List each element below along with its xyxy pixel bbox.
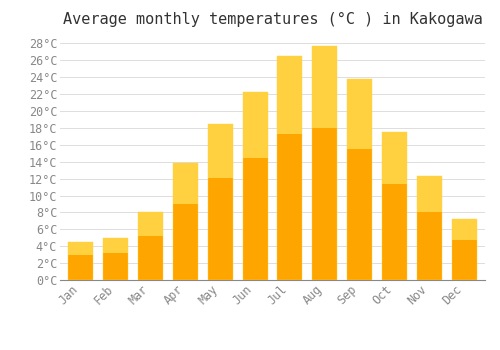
Bar xyxy=(103,238,128,280)
Bar xyxy=(103,238,128,253)
Bar xyxy=(382,132,407,184)
Bar xyxy=(138,212,163,236)
Bar xyxy=(312,46,338,128)
Bar xyxy=(242,92,268,158)
Bar xyxy=(416,176,442,212)
Title: Average monthly temperatures (°C ) in Kakogawa: Average monthly temperatures (°C ) in Ka… xyxy=(62,12,482,27)
Bar xyxy=(68,242,94,280)
Bar xyxy=(68,242,94,255)
Bar xyxy=(138,212,163,280)
Bar xyxy=(278,56,302,280)
Bar xyxy=(208,124,233,178)
Bar xyxy=(347,79,372,149)
Bar xyxy=(347,79,372,280)
Bar xyxy=(242,92,268,280)
Bar xyxy=(416,176,442,280)
Bar xyxy=(312,46,338,280)
Bar xyxy=(452,219,476,240)
Bar xyxy=(173,163,198,280)
Bar xyxy=(278,56,302,134)
Bar xyxy=(173,163,198,204)
Bar xyxy=(208,124,233,280)
Bar xyxy=(452,219,476,280)
Bar xyxy=(382,132,407,280)
